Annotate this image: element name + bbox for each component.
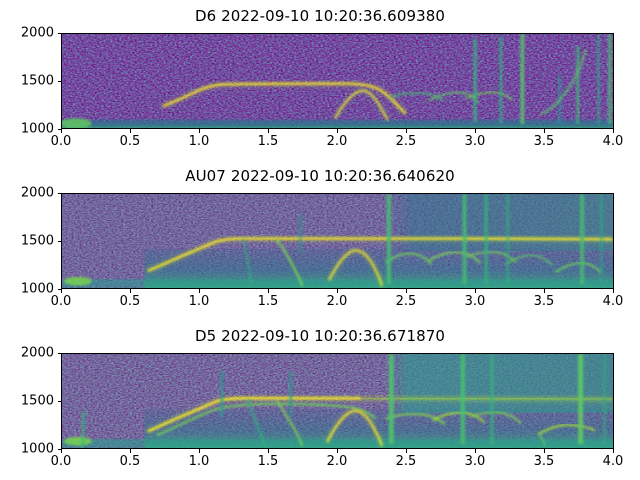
panel-1-xtick-1 xyxy=(130,129,131,133)
panel-3-xticklabel-8: 4.0 xyxy=(602,454,624,469)
panel-2-yticklabel-2000: 2000 xyxy=(20,185,54,201)
panel-3-xtick-5 xyxy=(406,449,407,453)
panel-2-xtick-3 xyxy=(268,289,269,293)
panel-1-xticklabel-4: 2.0 xyxy=(326,134,348,149)
panel-1-xtick-2 xyxy=(199,129,200,133)
panel-3-yticklabel-1500: 1500 xyxy=(20,393,54,409)
panel-3-xtick-6 xyxy=(475,449,476,453)
panel-1-ytick-2000 xyxy=(57,33,61,34)
panel-3-xticklabel-4: 2.0 xyxy=(326,454,348,469)
spectrogram-panel-2: AU07 2022-09-10 10:20:36.640620 xyxy=(0,160,640,320)
panel-1-ytick-1000 xyxy=(57,129,61,130)
panel-1-xtick-3 xyxy=(268,129,269,133)
panel-1-axes xyxy=(61,33,614,129)
panel-2-xtick-0 xyxy=(61,289,62,293)
panel-2-xtick-2 xyxy=(199,289,200,293)
panel-2-ytick-2000 xyxy=(57,193,61,194)
panel-1-title: D6 2022-09-10 10:20:36.609380 xyxy=(194,7,446,25)
panel-2-spectrogram-image xyxy=(62,194,613,288)
panel-3-xtick-1 xyxy=(130,449,131,453)
panel-2-xticklabel-0: 0.0 xyxy=(50,294,72,309)
panel-2-ytick-1000 xyxy=(57,289,61,290)
panel-2-xtick-5 xyxy=(406,289,407,293)
panel-3-xtick-8 xyxy=(613,449,614,453)
panel-2-yticklabel-1000: 1000 xyxy=(20,281,54,297)
panel-2-xticklabel-2: 1.0 xyxy=(188,294,210,309)
panel-3-xticklabel-0: 0.0 xyxy=(50,454,72,469)
panel-2-xticklabel-8: 4.0 xyxy=(602,294,624,309)
panel-1-yticklabel-1000: 1000 xyxy=(20,121,54,137)
panel-2-xticklabel-5: 2.5 xyxy=(395,294,417,309)
panel-2-xtick-8 xyxy=(613,289,614,293)
panel-1-xtick-5 xyxy=(406,129,407,133)
panel-1-xtick-8 xyxy=(613,129,614,133)
panel-1-xticklabel-2: 1.0 xyxy=(188,134,210,149)
panel-2-xticklabel-7: 3.5 xyxy=(533,294,555,309)
panel-3-ytick-1500 xyxy=(57,401,61,402)
panel-1-ytick-1500 xyxy=(57,81,61,82)
panel-3-xticklabel-5: 2.5 xyxy=(395,454,417,469)
panel-3-yticklabel-1000: 1000 xyxy=(20,441,54,457)
panel-1-xtick-7 xyxy=(544,129,545,133)
panel-3-xticklabel-2: 1.0 xyxy=(188,454,210,469)
panel-3-xtick-3 xyxy=(268,449,269,453)
panel-1-yticklabel-2000: 2000 xyxy=(20,25,54,41)
panel-1-xtick-4 xyxy=(337,129,338,133)
panel-3-axes xyxy=(61,353,614,449)
panel-2-ytick-1500 xyxy=(57,241,61,242)
panel-1-spectrogram-image xyxy=(62,34,613,128)
panel-3-xtick-2 xyxy=(199,449,200,453)
panel-3-xticklabel-3: 1.5 xyxy=(257,454,279,469)
panel-1-xticklabel-6: 3.0 xyxy=(464,134,486,149)
panel-2-axes xyxy=(61,193,614,289)
panel-3-xticklabel-6: 3.0 xyxy=(464,454,486,469)
panel-1-xticklabel-1: 0.5 xyxy=(119,134,141,149)
panel-3-yticklabel-2000: 2000 xyxy=(20,345,54,361)
panel-3-title: D5 2022-09-10 10:20:36.671870 xyxy=(194,327,446,345)
panel-2-xtick-6 xyxy=(475,289,476,293)
panel-1-xticklabel-5: 2.5 xyxy=(395,134,417,149)
panel-2-xticklabel-3: 1.5 xyxy=(257,294,279,309)
panel-2-xticklabel-1: 0.5 xyxy=(119,294,141,309)
spectrogram-panel-3: D5 2022-09-10 10:20:36.671870 xyxy=(0,320,640,480)
panel-1-xtick-0 xyxy=(61,129,62,133)
panel-3-ytick-2000 xyxy=(57,353,61,354)
panel-3-xticklabel-7: 3.5 xyxy=(533,454,555,469)
panel-1-xticklabel-8: 4.0 xyxy=(602,134,624,149)
panel-2-xticklabel-4: 2.0 xyxy=(326,294,348,309)
panel-1-xticklabel-7: 3.5 xyxy=(533,134,555,149)
panel-3-spectrogram-image xyxy=(62,354,613,448)
panel-1-yticklabel-1500: 1500 xyxy=(20,73,54,89)
panel-2-title: AU07 2022-09-10 10:20:36.640620 xyxy=(185,167,455,185)
panel-3-xtick-7 xyxy=(544,449,545,453)
spectrogram-panel-1: D6 2022-09-10 10:20:36.609380 xyxy=(0,0,640,160)
panel-2-xtick-1 xyxy=(130,289,131,293)
panel-2-yticklabel-1500: 1500 xyxy=(20,233,54,249)
panel-2-xticklabel-6: 3.0 xyxy=(464,294,486,309)
panel-1-xticklabel-0: 0.0 xyxy=(50,134,72,149)
panel-3-xticklabel-1: 0.5 xyxy=(119,454,141,469)
panel-2-xtick-7 xyxy=(544,289,545,293)
panel-3-xtick-0 xyxy=(61,449,62,453)
panel-1-xticklabel-3: 1.5 xyxy=(257,134,279,149)
panel-2-xtick-4 xyxy=(337,289,338,293)
panel-1-xtick-6 xyxy=(475,129,476,133)
panel-3-ytick-1000 xyxy=(57,449,61,450)
panel-3-xtick-4 xyxy=(337,449,338,453)
